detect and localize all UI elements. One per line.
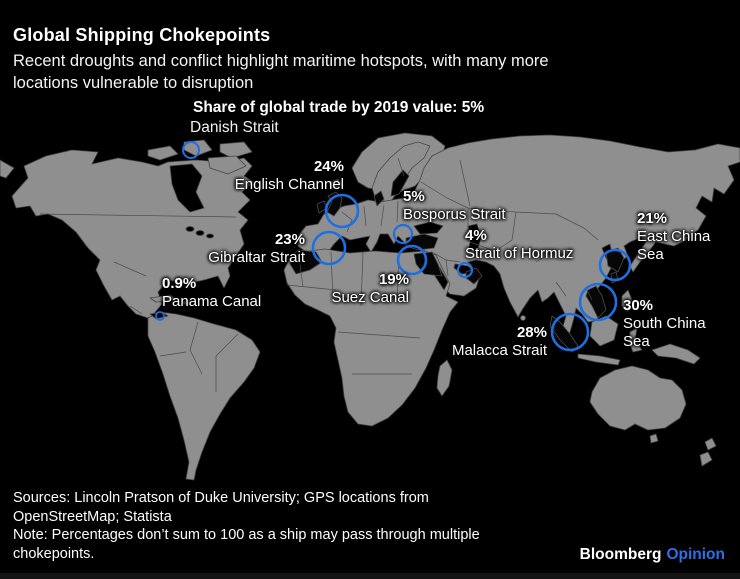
- chokepoint-name: Sea: [623, 333, 650, 350]
- chokepoint-name: Strait of Hormuz: [465, 245, 574, 262]
- chokepoint-circle: [182, 141, 200, 159]
- new-zealand: [704, 437, 717, 451]
- arctic-island: [219, 141, 253, 159]
- legend-title: Share of global trade by 2019 value: 5%: [193, 99, 485, 116]
- note-line-1: Note: Percentages don’t sum to 100 as a …: [13, 527, 480, 544]
- chokepoint-name: Sea: [637, 246, 664, 263]
- legend-location: Danish Strait: [190, 119, 279, 136]
- philippines: [621, 289, 633, 313]
- chokepoint-circle: [311, 230, 347, 266]
- chokepoint-label: 4% Strait of Hormuz: [465, 227, 573, 263]
- taiwan: [610, 271, 619, 284]
- great-lake: [206, 233, 214, 239]
- denmark: [373, 190, 385, 207]
- chokepoint-value: 19%: [378, 271, 409, 288]
- chokepoint-name: English Channel: [234, 176, 344, 193]
- arctic-island: [147, 145, 179, 161]
- chokepoint-circle: [324, 193, 360, 229]
- chokepoint-value: 23%: [274, 231, 305, 248]
- great-lake: [195, 230, 205, 236]
- cuba: [149, 294, 179, 303]
- japan: [629, 231, 661, 273]
- border-lines: [39, 157, 599, 392]
- madagascar: [436, 359, 453, 397]
- hudson-bay: [169, 163, 205, 213]
- chokepoint-circle: [550, 312, 590, 352]
- sources-line-2: OpenStreetMap; Statista: [13, 508, 172, 525]
- chokepoint-label: 28% Malacca Strait: [452, 324, 547, 360]
- hispaniola: [181, 299, 193, 306]
- chokepoint-value: 28%: [516, 324, 547, 341]
- bottom-strip: [0, 573, 740, 579]
- chokepoint-name: Gibraltar Strait: [208, 249, 305, 266]
- landmass-chukotka-edge: [0, 159, 15, 179]
- chokepoint-label: 0.9% Panama Canal: [162, 275, 261, 311]
- chokepoint-circles: [155, 141, 632, 352]
- new-guinea: [651, 343, 701, 365]
- great-lake: [185, 226, 195, 232]
- new-zealand-south: [699, 451, 713, 467]
- sulawesi: [628, 327, 643, 353]
- chokepoint-label: 23% Gibraltar Strait: [208, 231, 305, 267]
- chokepoint-circle: [392, 223, 414, 245]
- chokepoint-circle: [155, 311, 165, 321]
- baltic-sea: [390, 169, 410, 197]
- chokepoint-name: Panama Canal: [162, 293, 262, 310]
- chokepoint-name: Suez Canal: [331, 289, 409, 306]
- chokepoint-label: 30% South China Sea: [623, 297, 706, 351]
- footer-notes: Sources: Lincoln Pratson of Duke Univers…: [13, 489, 480, 563]
- chokepoint-circle: [598, 248, 632, 282]
- borneo: [589, 315, 619, 347]
- chokepoint-name: South China: [623, 315, 706, 332]
- subtitle-line-2: locations vulnerable to disruption: [13, 74, 254, 92]
- bloomberg-opinion-logo: Bloomberg Opinion: [580, 546, 725, 564]
- chokepoint-value: 5%: [403, 188, 425, 205]
- opinion-wordmark: Opinion: [666, 546, 725, 563]
- chokepoint-circle: [578, 282, 618, 322]
- chokepoint-name: Malacca Strait: [451, 342, 547, 359]
- sources-line-1: Sources: Lincoln Pratson of Duke Univers…: [13, 490, 429, 506]
- subtitle-line-1: Recent droughts and conflict highlight m…: [13, 52, 549, 70]
- subtitle: Recent droughts and conflict highlight m…: [13, 50, 549, 94]
- chokepoint-label: 5% Bosporus Strait: [403, 188, 506, 224]
- java: [577, 353, 621, 366]
- chokepoint-value: 21%: [637, 210, 668, 227]
- chokepoint-circle: [456, 261, 474, 279]
- baffin-island: [207, 155, 247, 175]
- chokepoint-label: 21% East China Sea: [637, 210, 710, 264]
- china-coast: [605, 247, 625, 273]
- chokepoint-name: East China: [637, 228, 711, 245]
- vietnam: [585, 285, 607, 319]
- note-line-2: chokepoints.: [13, 545, 95, 562]
- south-america: [147, 311, 261, 481]
- chokepoint-value: 0.9%: [162, 275, 197, 292]
- chokepoint-label: 19% Suez Canal: [331, 271, 409, 307]
- chokepoint-value: 24%: [313, 158, 344, 175]
- chokepoint-value: 30%: [623, 297, 654, 314]
- chokepoint-circle: [396, 244, 428, 276]
- chokepoint-label: 24% English Channel: [235, 158, 344, 194]
- page-title: Global Shipping Chokepoints: [13, 25, 271, 45]
- australia: [589, 365, 687, 431]
- chokepoint-name: Bosporus Strait: [403, 206, 506, 223]
- chokepoint-value: 4%: [465, 227, 487, 244]
- tasmania: [649, 433, 659, 444]
- iceland: [327, 178, 344, 190]
- bloomberg-wordmark: Bloomberg: [579, 546, 662, 563]
- black-sea: [413, 221, 444, 235]
- sri-lanka: [520, 315, 526, 321]
